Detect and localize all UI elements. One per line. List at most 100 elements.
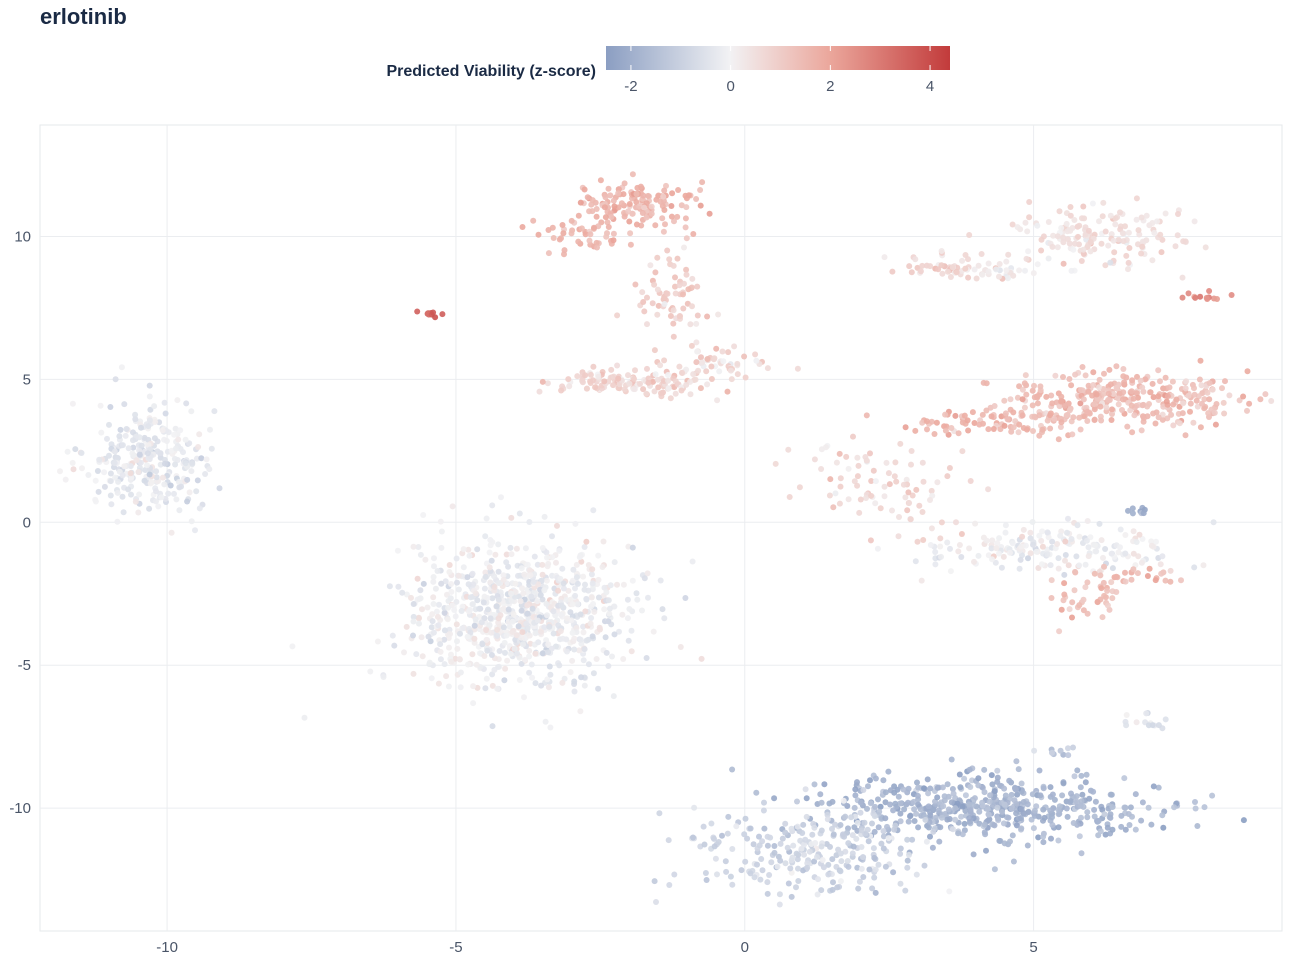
data-point-c16 [1030, 541, 1036, 548]
data-point-c20 [892, 822, 899, 829]
data-point-c11 [1115, 236, 1122, 243]
data-point-c20 [875, 861, 882, 868]
data-point-c20 [785, 880, 792, 887]
data-point-c20 [751, 874, 758, 881]
data-point-c1 [107, 470, 114, 477]
data-point-c20 [854, 819, 861, 826]
data-point-c20 [779, 835, 786, 842]
data-point-c3 [559, 565, 566, 572]
data-point-c3 [479, 640, 486, 647]
data-point-c3 [478, 619, 485, 626]
data-point-c7 [608, 366, 615, 373]
data-point-c3 [577, 611, 584, 618]
data-point-c14 [955, 430, 962, 437]
data-point-c13 [1084, 408, 1091, 415]
data-point-c3 [534, 561, 541, 568]
data-point-c4 [608, 214, 615, 220]
data-point-c1 [184, 498, 191, 505]
data-point-c5 [535, 231, 542, 238]
data-point-c1 [135, 509, 142, 516]
data-point-c3 [629, 577, 636, 584]
data-point-c15 [892, 459, 899, 466]
data-point-c1 [176, 507, 183, 514]
data-point-c3 [419, 606, 425, 613]
data-point-c4 [636, 203, 643, 210]
data-point-c1 [155, 503, 162, 510]
data-point-c17 [1056, 628, 1063, 635]
data-point-c20 [777, 857, 784, 864]
data-point-c7 [695, 367, 702, 374]
data-point-c3 [483, 515, 490, 522]
data-point-c15 [883, 459, 890, 466]
data-point-c17 [1061, 591, 1068, 598]
data-point-c7 [632, 367, 638, 374]
data-point-c1 [189, 460, 196, 467]
data-point-c1 [174, 397, 181, 404]
data-point-c13 [1022, 372, 1029, 379]
data-point-c20 [825, 861, 832, 868]
data-point-c19 [911, 806, 918, 813]
data-point-c4 [575, 212, 582, 219]
data-point-c3 [541, 624, 548, 631]
data-point-c13 [1196, 376, 1203, 383]
data-point-c9 [965, 256, 971, 263]
data-point-c14 [1008, 428, 1015, 435]
data-point-c3 [557, 628, 564, 635]
data-point-c3 [544, 676, 551, 683]
data-point-c4 [584, 194, 591, 201]
data-point-c3 [487, 615, 494, 622]
data-point-c3 [410, 613, 417, 620]
data-point-c1 [206, 466, 213, 473]
data-point-c1 [119, 472, 126, 479]
data-point-c3 [415, 544, 422, 550]
colorbar-tick-label: 4 [926, 78, 934, 95]
data-point-c20 [834, 884, 841, 891]
data-point-c17 [1082, 584, 1089, 591]
data-point-c13 [1021, 380, 1028, 387]
data-point-c13 [1150, 410, 1157, 417]
data-point-c3 [482, 685, 489, 692]
data-point-c1 [145, 423, 152, 430]
data-point-c3 [495, 568, 502, 575]
data-point-c3 [556, 547, 563, 554]
data-point-c4 [671, 218, 677, 225]
data-point-c3 [448, 651, 454, 658]
data-point-c4 [655, 192, 662, 199]
data-point-c2 [414, 308, 421, 315]
data-point-c11 [1066, 240, 1073, 247]
data-point-c3 [607, 582, 614, 589]
data-point-c3 [571, 646, 578, 653]
data-point-c20 [671, 871, 678, 878]
data-point-c3 [416, 620, 422, 627]
data-point-c3 [528, 661, 535, 668]
data-point-c19 [994, 767, 1001, 774]
data-point-c16 [1027, 529, 1034, 536]
data-point-c8 [692, 376, 699, 383]
data-point-c16 [1117, 526, 1124, 533]
x-axis: -10 -5 0 5 [156, 939, 1038, 956]
data-point-c19 [1009, 832, 1016, 839]
data-point-c9 [927, 263, 934, 270]
data-point-c1 [115, 478, 122, 485]
data-point-c19 [1040, 785, 1047, 792]
data-point-c14 [948, 425, 955, 431]
data-point-c21 [1149, 722, 1156, 729]
data-point-c4 [530, 217, 537, 224]
data-point-c13 [1078, 387, 1084, 393]
data-point-c13 [1244, 368, 1251, 375]
data-point-c13 [1176, 420, 1183, 427]
data-point-c8 [731, 343, 738, 350]
data-point-c3 [518, 565, 525, 572]
data-point-c16 [1068, 536, 1075, 542]
data-point-c14 [1002, 410, 1009, 417]
data-point-c5 [582, 231, 589, 238]
data-point-c19 [854, 779, 860, 786]
data-point-c3 [559, 635, 566, 642]
data-point-c15 [863, 495, 869, 501]
data-point-c21 [1123, 712, 1130, 718]
data-point-c11 [1064, 228, 1071, 235]
data-point-c3 [472, 590, 479, 597]
data-point-c10 [949, 264, 956, 271]
data-point-c20 [854, 864, 861, 871]
data-point-c13 [1127, 407, 1134, 414]
